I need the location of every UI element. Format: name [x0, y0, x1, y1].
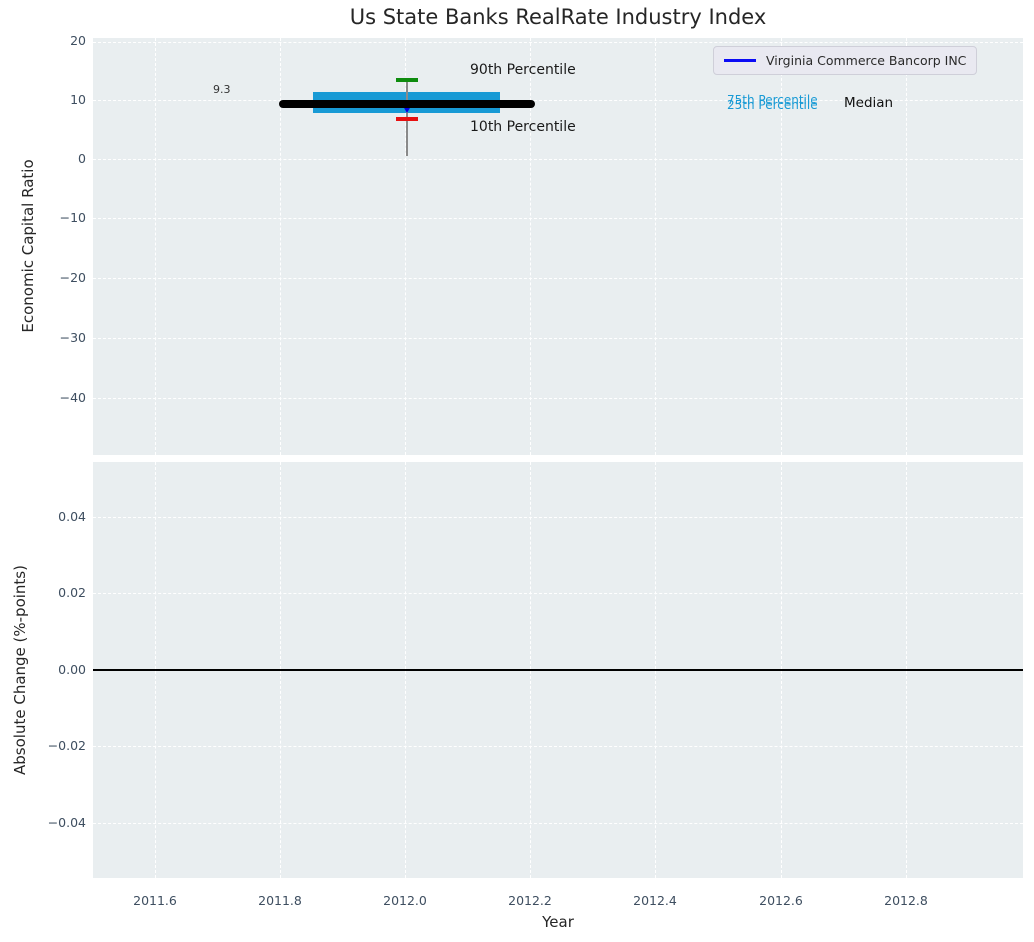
gridline-v	[280, 38, 281, 455]
legend: Virginia Commerce Bancorp INC	[713, 46, 978, 75]
gridline-h	[93, 159, 1023, 160]
gridline-h	[93, 593, 1023, 594]
chart-title: Us State Banks RealRate Industry Index	[349, 5, 767, 29]
ytick-label: 0.00	[58, 662, 86, 677]
xtick-label: 2012.0	[383, 893, 427, 908]
median-line	[279, 100, 535, 108]
p25-annotation: 25th Percentile	[727, 98, 818, 112]
gridline-h	[93, 100, 1023, 101]
gridline-h	[93, 278, 1023, 279]
gridline-v	[906, 38, 907, 455]
gridline-h	[93, 746, 1023, 747]
ytick-label: −40	[59, 390, 86, 405]
gridline-v	[530, 38, 531, 455]
gridline-h	[93, 823, 1023, 824]
p90-cap	[396, 78, 418, 82]
xtick-label: 2012.6	[759, 893, 803, 908]
gridline-v	[781, 38, 782, 455]
zero-change-line	[93, 669, 1023, 671]
gridline-v	[155, 38, 156, 455]
xtick-label: 2012.4	[633, 893, 677, 908]
xtick-label: 2011.6	[133, 893, 177, 908]
xtick-label: 2011.8	[258, 893, 302, 908]
top-plot-area: 9.3 90th Percentile 10th Percentile 75th…	[93, 38, 1023, 455]
gridline-v	[655, 38, 656, 455]
ytick-label: −30	[59, 330, 86, 345]
x-axis-label: Year	[542, 913, 574, 931]
ytick-label: 0.02	[58, 585, 86, 600]
ytick-label: 0	[78, 151, 86, 166]
xtick-label: 2012.2	[508, 893, 552, 908]
ytick-label: −20	[59, 270, 86, 285]
legend-line-swatch	[724, 59, 756, 62]
gridline-h	[93, 398, 1023, 399]
ytick-label: 10	[70, 92, 86, 107]
p10-annotation: 10th Percentile	[470, 119, 576, 135]
ytick-label: 0.04	[58, 509, 86, 524]
ytick-label: −0.04	[47, 815, 86, 830]
gridline-h	[93, 517, 1023, 518]
ytick-label: −10	[59, 210, 86, 225]
xtick-label: 2012.8	[884, 893, 928, 908]
gridline-h	[93, 338, 1023, 339]
ytick-label: −0.02	[47, 738, 86, 753]
median-annotation: Median	[844, 95, 894, 111]
p75-annotation: 75th Percentile	[727, 93, 818, 107]
gridline-h	[93, 42, 1023, 43]
legend-label: Virginia Commerce Bancorp INC	[766, 53, 967, 68]
p10-cap	[396, 117, 418, 121]
ytick-label: 20	[70, 33, 86, 48]
gridline-v	[405, 38, 406, 455]
top-y-axis-label: Economic Capital Ratio	[19, 159, 37, 333]
bottom-plot-area	[93, 462, 1023, 878]
p90-annotation: 90th Percentile	[470, 62, 576, 78]
bottom-y-axis-label: Absolute Change (%-points)	[11, 565, 29, 775]
gridline-h	[93, 218, 1023, 219]
median-value-annotation: 9.3	[213, 83, 231, 96]
